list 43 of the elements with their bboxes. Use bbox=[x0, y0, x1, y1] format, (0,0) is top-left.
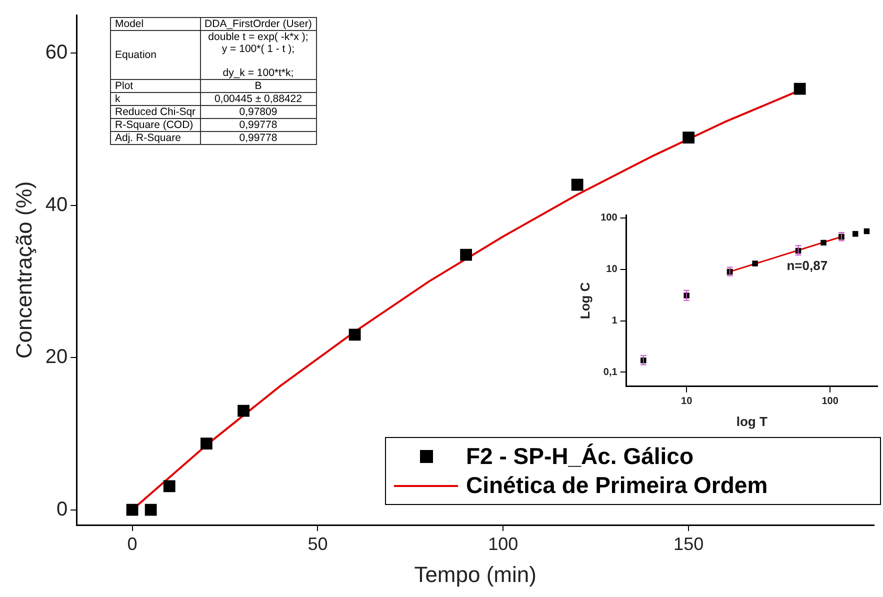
annotation: DDA_FirstOrder (User) bbox=[200, 18, 316, 30]
y-tick-label: 0,1 bbox=[603, 366, 618, 378]
point bbox=[571, 178, 584, 191]
annotation: 0,00445 ± 0,88422 bbox=[200, 92, 316, 106]
x-tick-label: 50 bbox=[308, 534, 328, 554]
point bbox=[460, 248, 472, 261]
point bbox=[238, 404, 250, 417]
y-tick-label: 20 bbox=[45, 346, 68, 368]
annotation: double t = exp( -k*x ); y = 100*( 1 - t ); dy_k = 100*t*k; bbox=[200, 30, 316, 80]
point bbox=[163, 480, 176, 492]
annotation: Plot bbox=[110, 80, 200, 92]
annotation: Reduced Chi-Sqr bbox=[110, 106, 200, 118]
annotation: 0,99778 bbox=[200, 118, 316, 132]
point bbox=[126, 504, 138, 516]
y-tick-label: 40 bbox=[45, 194, 68, 216]
x-tick-label: 100 bbox=[488, 534, 518, 554]
y-axis-title: Concentração (%) bbox=[11, 181, 36, 359]
y-axis-title: Log C bbox=[577, 282, 592, 320]
annotation: k bbox=[110, 92, 200, 106]
x-tick-label: 0 bbox=[127, 534, 138, 554]
point bbox=[794, 82, 806, 95]
y-tick-label: 0 bbox=[56, 498, 68, 520]
legend-label: Cinética de Primeira Ordem bbox=[466, 472, 768, 499]
annotation: 0,97809 bbox=[200, 106, 316, 118]
y-tick-label: 100 bbox=[600, 212, 618, 224]
annotation: 0,99778 bbox=[200, 132, 316, 144]
annotation: n=0,87 bbox=[786, 258, 828, 273]
x-tick-label: 150 bbox=[674, 534, 704, 554]
point bbox=[348, 328, 361, 341]
legend-label: F2 - SP-H_Ác. Gálico bbox=[466, 443, 694, 470]
annotation: Model bbox=[110, 18, 200, 30]
annotation: Adj. R-Square bbox=[110, 132, 200, 144]
point bbox=[682, 132, 695, 144]
point bbox=[200, 438, 212, 450]
y-tick-label: 10 bbox=[606, 264, 618, 276]
x-axis-title: log T bbox=[736, 414, 768, 429]
annotation: R-Square (COD) bbox=[110, 118, 200, 132]
y-tick-label: 1 bbox=[612, 316, 618, 327]
annotation: Equation bbox=[110, 30, 200, 80]
point bbox=[144, 504, 157, 516]
y-tick-label: 60 bbox=[45, 42, 68, 64]
x-axis-title: Tempo (min) bbox=[414, 562, 536, 587]
annotation: B bbox=[200, 80, 316, 92]
